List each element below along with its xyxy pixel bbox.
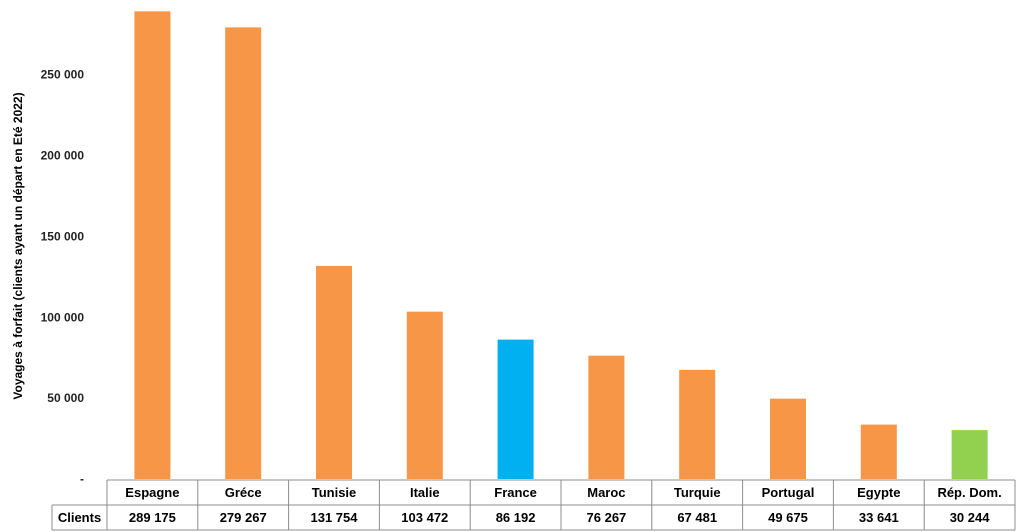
- category-label: Tunisie: [312, 485, 357, 500]
- bar: [225, 27, 262, 480]
- y-axis-ticks: - 50 000 100 000 150 000 200 000 250 000: [41, 68, 85, 486]
- value-label: 49 675: [768, 510, 808, 525]
- value-label: 76 267: [587, 510, 627, 525]
- category-label: Gréce: [225, 485, 262, 500]
- y-tick-label: -: [80, 472, 84, 486]
- y-tick-label: 150 000: [41, 229, 85, 243]
- bar: [770, 398, 806, 479]
- value-label: 279 267: [220, 510, 267, 525]
- bar: [588, 355, 625, 479]
- y-tick-label: 250 000: [41, 68, 85, 82]
- category-label: Espagne: [125, 485, 179, 500]
- table-row-header: Clients: [58, 510, 101, 525]
- bar: [679, 369, 716, 479]
- bar: [951, 430, 988, 479]
- y-axis-title: Voyages à forfait (clients ayant un dépa…: [11, 92, 25, 399]
- bar: [497, 339, 534, 479]
- bar: [134, 11, 171, 479]
- y-tick-label: 50 000: [47, 391, 84, 405]
- bars: [134, 11, 988, 480]
- data-table: Clients Espagne 289 175 Gréce 279 267 Tunisie…: [51, 479, 1016, 531]
- category-label: France: [494, 485, 537, 500]
- category-label: Egypte: [857, 485, 900, 500]
- value-label: 289 175: [129, 510, 176, 525]
- category-label: Portugal: [762, 485, 815, 500]
- bar: [316, 265, 352, 479]
- value-label: 30 244: [950, 510, 991, 525]
- value-label: 67 481: [677, 510, 717, 525]
- value-label: 33 641: [859, 510, 899, 525]
- value-label: 103 472: [401, 510, 448, 525]
- category-label: Italie: [410, 485, 440, 500]
- y-tick-label: 100 000: [41, 310, 85, 324]
- category-label: Rép. Dom.: [937, 485, 1001, 500]
- y-tick-label: 200 000: [41, 149, 85, 163]
- bar: [406, 311, 443, 479]
- category-label: Maroc: [587, 485, 625, 500]
- value-label: 86 192: [496, 510, 536, 525]
- bar: [860, 424, 897, 479]
- category-label: Turquie: [674, 485, 721, 500]
- value-label: 131 754: [311, 510, 359, 525]
